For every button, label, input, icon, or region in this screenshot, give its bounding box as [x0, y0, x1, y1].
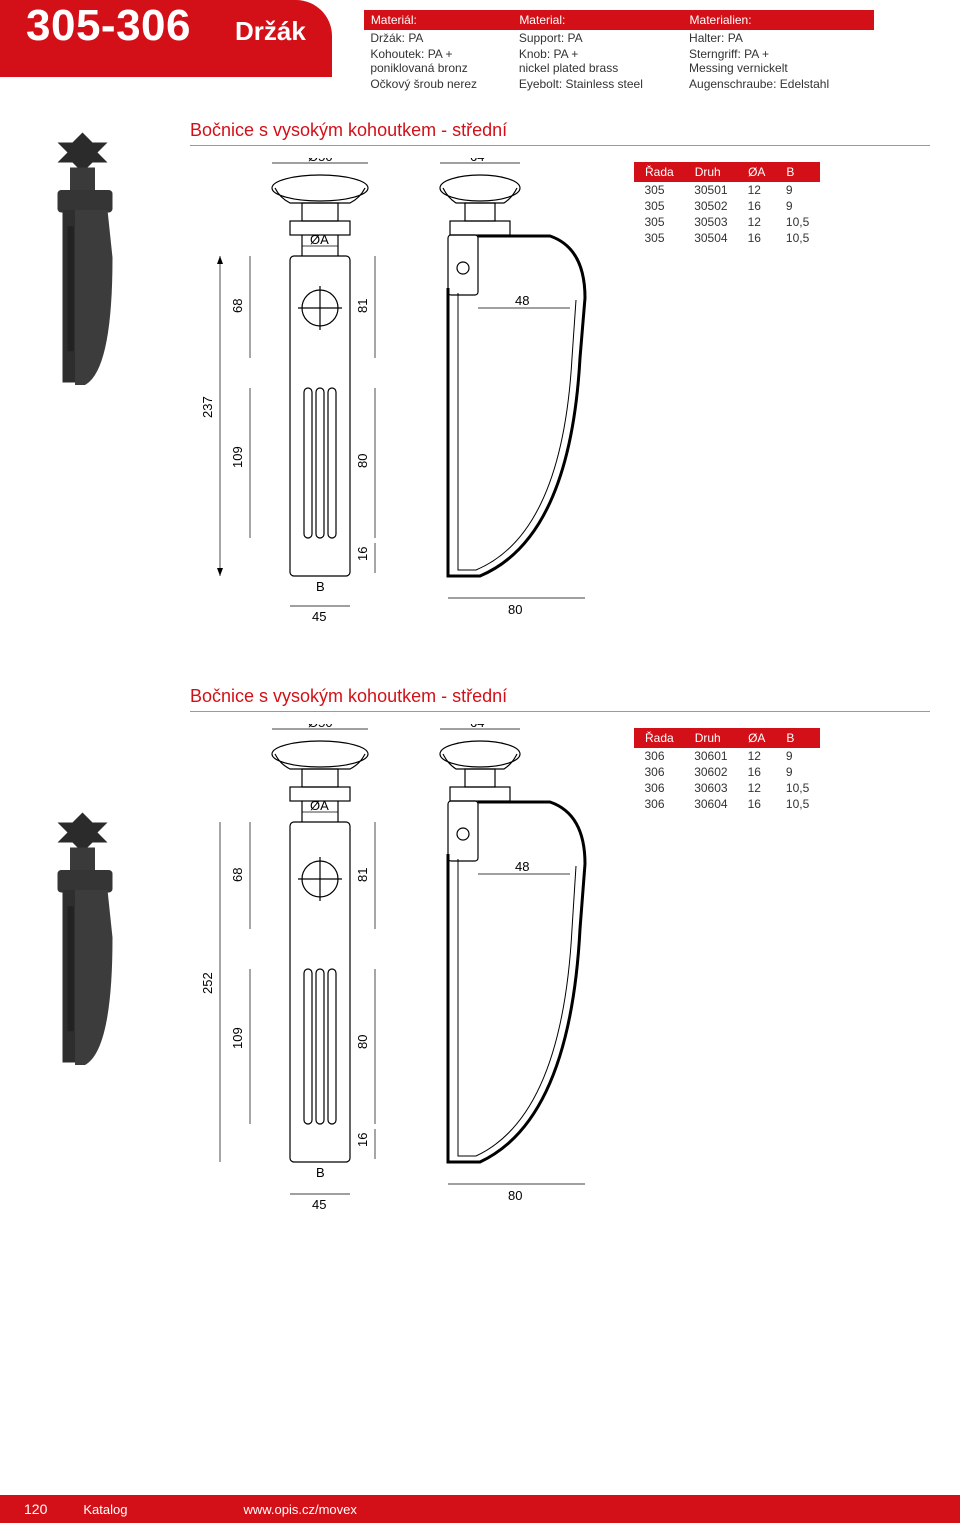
th-oa: ØA: [738, 163, 776, 182]
mat-cell: Eyebolt: Stainless steel: [513, 76, 683, 92]
section-306: Bočnice s vysokým kohoutkem - střední: [190, 686, 930, 1244]
svg-text:81: 81: [355, 299, 370, 313]
svg-text:16: 16: [355, 547, 370, 561]
svg-text:Ø50: Ø50: [308, 158, 333, 164]
svg-text:68: 68: [230, 868, 245, 882]
data-cell: 30501: [684, 182, 737, 199]
svg-text:16: 16: [355, 1133, 370, 1147]
mat-cell: Kohoutek: PA + poniklovaná bronz: [364, 46, 513, 76]
mat-th-en: Material:: [513, 11, 683, 30]
page-number: 120: [24, 1501, 47, 1517]
svg-text:80: 80: [508, 602, 522, 617]
mat-cell: Očkový šroub nerez: [364, 76, 513, 92]
mat-th-de: Materialien:: [683, 11, 873, 30]
mat-cell: Knob: PA + nickel plated brass: [513, 46, 683, 76]
svg-text:B: B: [316, 1165, 325, 1180]
data-cell: 306: [635, 764, 685, 780]
data-cell: 30601: [684, 748, 737, 765]
svg-text:48: 48: [515, 293, 529, 308]
svg-text:ØA: ØA: [310, 232, 329, 247]
data-cell: 10,5: [776, 214, 819, 230]
svg-text:64: 64: [470, 724, 484, 730]
data-cell: 305: [635, 230, 685, 246]
svg-text:48: 48: [515, 859, 529, 874]
svg-text:237: 237: [200, 396, 215, 418]
th-b: B: [776, 163, 819, 182]
data-cell: 30604: [684, 796, 737, 812]
th-druh: Druh: [684, 163, 737, 182]
data-cell: 16: [738, 764, 776, 780]
data-cell: 9: [776, 748, 819, 765]
data-cell: 12: [738, 182, 776, 199]
data-cell: 12: [738, 748, 776, 765]
tech-drawing-2: Ø50 64 ØA 252 68 109 81 80 16 B 45 48 80: [190, 724, 610, 1244]
data-cell: 30503: [684, 214, 737, 230]
mat-cell: Support: PA: [513, 30, 683, 47]
svg-text:Ø50: Ø50: [308, 724, 333, 730]
svg-text:B: B: [316, 579, 325, 594]
svg-text:80: 80: [355, 1035, 370, 1049]
material-table: Materiál: Material: Materialien: Držák: …: [364, 10, 874, 92]
data-cell: 10,5: [776, 230, 819, 246]
mat-cell: Sterngriff: PA + Messing vernickelt: [683, 46, 873, 76]
data-cell: 305: [635, 214, 685, 230]
data-cell: 10,5: [776, 796, 819, 812]
data-cell: 10,5: [776, 780, 819, 796]
page-footer: 120 Katalog www.opis.cz/movex: [0, 1495, 960, 1523]
svg-text:45: 45: [312, 1197, 326, 1212]
mat-cell: Augenschraube: Edelstahl: [683, 76, 873, 92]
section-title-2: Bočnice s vysokým kohoutkem - střední: [190, 686, 930, 712]
section-305: Bočnice s vysokým kohoutkem - střední: [190, 120, 930, 658]
product-subtitle: Držák: [235, 16, 306, 47]
data-cell: 16: [738, 230, 776, 246]
svg-text:80: 80: [355, 454, 370, 468]
th-rada: Řada: [635, 163, 685, 182]
svg-text:252: 252: [200, 972, 215, 994]
th2-oa: ØA: [738, 729, 776, 748]
svg-text:ØA: ØA: [310, 798, 329, 813]
svg-text:109: 109: [230, 1027, 245, 1049]
data-cell: 16: [738, 198, 776, 214]
svg-text:109: 109: [230, 446, 245, 468]
section-title-1: Bočnice s vysokým kohoutkem - střední: [190, 120, 930, 146]
product-thumb-1: [20, 120, 170, 400]
footer-label: Katalog: [83, 1502, 127, 1517]
data-cell: 12: [738, 214, 776, 230]
product-code: 305-306: [26, 6, 191, 46]
data-table-2: Řada Druh ØA B 3063060112930630602169306…: [634, 728, 820, 812]
data-cell: 306: [635, 748, 685, 765]
data-cell: 12: [738, 780, 776, 796]
page-header: 305-306 Držák Materiál: Material: Materi…: [0, 0, 960, 92]
th2-druh: Druh: [684, 729, 737, 748]
data-table-1: Řada Druh ØA B 3053050112930530502169305…: [634, 162, 820, 246]
svg-text:45: 45: [312, 609, 326, 624]
data-cell: 306: [635, 796, 685, 812]
data-cell: 9: [776, 198, 819, 214]
product-thumb-2: [20, 800, 170, 1080]
data-cell: 9: [776, 764, 819, 780]
data-cell: 30602: [684, 764, 737, 780]
tech-drawing-1: Ø50 64 ØA 237 68 109 81 80 16 B 45 48 80: [190, 158, 610, 658]
data-cell: 305: [635, 198, 685, 214]
data-cell: 30502: [684, 198, 737, 214]
data-cell: 306: [635, 780, 685, 796]
data-cell: 30504: [684, 230, 737, 246]
mat-cell: Halter: PA: [683, 30, 873, 47]
svg-text:80: 80: [508, 1188, 522, 1203]
data-cell: 30603: [684, 780, 737, 796]
data-cell: 16: [738, 796, 776, 812]
mat-th-cs: Materiál:: [364, 11, 513, 30]
mat-cell: Držák: PA: [364, 30, 513, 47]
th2-b: B: [776, 729, 819, 748]
footer-url: www.opis.cz/movex: [243, 1502, 356, 1517]
th2-rada: Řada: [635, 729, 685, 748]
data-cell: 9: [776, 182, 819, 199]
header-banner: 305-306 Držák: [0, 0, 332, 77]
svg-text:68: 68: [230, 299, 245, 313]
svg-text:64: 64: [470, 158, 484, 164]
data-cell: 305: [635, 182, 685, 199]
svg-text:81: 81: [355, 868, 370, 882]
